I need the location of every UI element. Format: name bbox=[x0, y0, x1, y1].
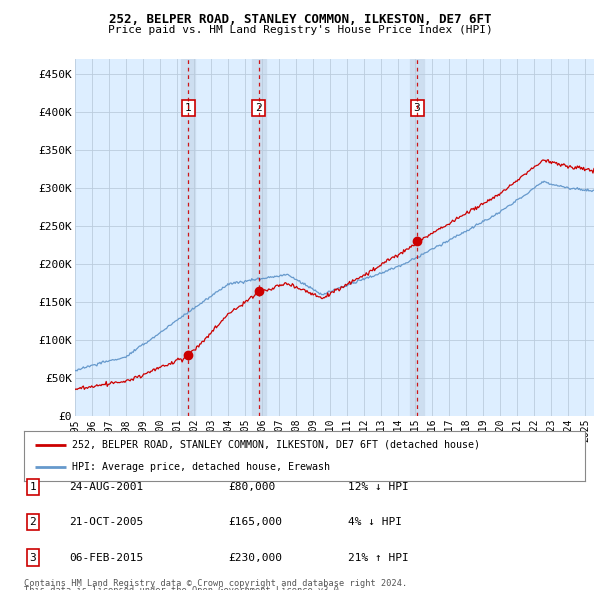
Text: This data is licensed under the Open Government Licence v3.0.: This data is licensed under the Open Gov… bbox=[24, 586, 344, 590]
Text: 21% ↑ HPI: 21% ↑ HPI bbox=[348, 553, 409, 562]
Text: 12% ↓ HPI: 12% ↓ HPI bbox=[348, 482, 409, 491]
Text: £80,000: £80,000 bbox=[228, 482, 275, 491]
Text: 06-FEB-2015: 06-FEB-2015 bbox=[69, 553, 143, 562]
Bar bbox=[181, 59, 195, 416]
Text: 3: 3 bbox=[29, 553, 37, 562]
Text: 252, BELPER ROAD, STANLEY COMMON, ILKESTON, DE7 6FT (detached house): 252, BELPER ROAD, STANLEY COMMON, ILKEST… bbox=[71, 440, 479, 450]
Text: 24-AUG-2001: 24-AUG-2001 bbox=[69, 482, 143, 491]
Text: HPI: Average price, detached house, Erewash: HPI: Average price, detached house, Erew… bbox=[71, 462, 329, 472]
Text: 2: 2 bbox=[256, 103, 262, 113]
Bar bbox=[252, 59, 266, 416]
Text: 252, BELPER ROAD, STANLEY COMMON, ILKESTON, DE7 6FT: 252, BELPER ROAD, STANLEY COMMON, ILKEST… bbox=[109, 13, 491, 26]
Text: 3: 3 bbox=[413, 103, 421, 113]
Text: 21-OCT-2005: 21-OCT-2005 bbox=[69, 517, 143, 527]
Text: Price paid vs. HM Land Registry's House Price Index (HPI): Price paid vs. HM Land Registry's House … bbox=[107, 25, 493, 35]
Text: 4% ↓ HPI: 4% ↓ HPI bbox=[348, 517, 402, 527]
Text: Contains HM Land Registry data © Crown copyright and database right 2024.: Contains HM Land Registry data © Crown c… bbox=[24, 579, 407, 588]
Text: £230,000: £230,000 bbox=[228, 553, 282, 562]
Text: 2: 2 bbox=[29, 517, 37, 527]
Text: £165,000: £165,000 bbox=[228, 517, 282, 527]
Text: 1: 1 bbox=[29, 482, 37, 491]
Text: 1: 1 bbox=[185, 103, 191, 113]
Bar bbox=[410, 59, 424, 416]
